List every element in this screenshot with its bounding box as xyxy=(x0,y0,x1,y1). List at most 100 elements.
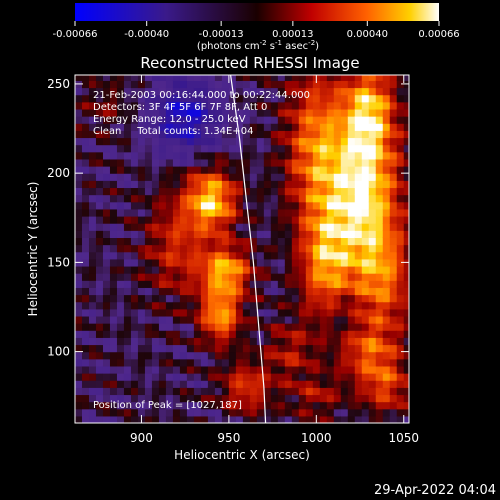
heatmap-cell xyxy=(179,116,188,124)
heatmap-cell xyxy=(263,75,272,81)
heatmap-cell xyxy=(284,301,293,310)
heatmap-cell xyxy=(88,230,97,238)
x-tick-label: 1000 xyxy=(301,431,332,445)
heatmap-cell xyxy=(340,344,349,353)
heatmap-cell xyxy=(305,344,314,353)
heatmap-cell xyxy=(144,301,153,310)
heatmap-cell xyxy=(144,308,153,317)
heatmap-cell xyxy=(158,308,167,317)
heatmap-cell xyxy=(88,323,97,331)
heatmap-cell xyxy=(116,401,125,410)
heatmap-cell xyxy=(368,208,377,217)
heatmap-cell xyxy=(368,358,377,367)
heatmap-cell xyxy=(284,401,293,410)
heatmap-cell xyxy=(333,344,342,353)
heatmap-cell xyxy=(298,380,307,388)
heatmap-cell xyxy=(137,265,146,274)
plot-frame xyxy=(74,74,410,424)
heatmap-cell xyxy=(88,158,97,167)
heatmap-cell xyxy=(396,237,405,246)
heatmap-cell xyxy=(81,323,90,331)
heatmap-cell xyxy=(179,365,188,374)
heatmap-cell xyxy=(137,244,146,253)
heatmap-cell xyxy=(109,258,118,267)
heatmap-cell xyxy=(277,101,286,110)
heatmap-cell xyxy=(165,87,174,96)
heatmap-cell xyxy=(116,201,125,210)
heatmap-cell xyxy=(151,101,160,110)
heatmap-cell xyxy=(186,365,195,374)
heatmap-cell xyxy=(123,201,132,210)
heatmap-cell xyxy=(186,265,195,274)
heatmap-cell xyxy=(165,130,174,139)
heatmap-cell xyxy=(354,351,363,360)
heatmap-cell xyxy=(312,144,321,153)
heatmap-cell xyxy=(130,337,139,346)
heatmap-cell xyxy=(95,373,104,381)
heatmap-cell xyxy=(298,244,307,253)
heatmap-cell xyxy=(270,101,279,110)
heatmap-cell xyxy=(172,237,181,246)
heatmap-cell xyxy=(333,237,342,246)
heatmap-cell xyxy=(95,273,104,281)
heatmap-cell xyxy=(75,344,83,353)
heatmap-cell xyxy=(354,330,363,338)
heatmap-cell xyxy=(284,358,293,367)
heatmap-cell xyxy=(165,94,174,103)
heatmap-cell xyxy=(165,301,174,310)
heatmap-cell xyxy=(130,294,139,303)
heatmap-cell xyxy=(312,308,321,317)
heatmap-cell xyxy=(88,380,97,388)
heatmap-cell xyxy=(403,308,409,317)
heatmap-cell xyxy=(221,301,230,310)
heatmap-cell xyxy=(95,251,104,260)
heatmap-cell xyxy=(270,373,279,381)
heatmap-cell xyxy=(242,344,251,353)
heatmap-cell xyxy=(75,87,83,96)
heatmap-cell xyxy=(305,158,314,167)
heatmap-cell xyxy=(319,258,328,267)
heatmap-cell xyxy=(347,308,356,317)
y-tick-label: 150 xyxy=(47,255,70,269)
heatmap-cell xyxy=(333,101,342,110)
heatmap-cell xyxy=(81,80,90,89)
heatmap-cell xyxy=(221,280,230,288)
heatmap-cell xyxy=(214,373,223,381)
heatmap-cell xyxy=(326,273,335,281)
heatmap-cell xyxy=(228,208,237,217)
heatmap-cell xyxy=(249,194,258,203)
heatmap-cell xyxy=(144,144,153,153)
heatmap-cell xyxy=(235,401,244,410)
heatmap-cell xyxy=(144,380,153,388)
heatmap-cell xyxy=(389,358,398,367)
heatmap-cell xyxy=(319,108,328,117)
heatmap-cell xyxy=(200,344,209,353)
heatmap-cell xyxy=(116,294,125,303)
heatmap-cell xyxy=(95,201,104,210)
heatmap-cell xyxy=(333,130,342,139)
heatmap-cell xyxy=(375,101,384,110)
heatmap-cell xyxy=(375,137,384,146)
heatmap-cell xyxy=(263,80,272,89)
heatmap-cell xyxy=(382,308,391,317)
heatmap-cell xyxy=(228,287,237,296)
heatmap-cell xyxy=(193,273,202,281)
heatmap-cell xyxy=(207,394,216,403)
heatmap-cell xyxy=(361,408,370,417)
heatmap-cell xyxy=(144,166,153,174)
heatmap-cell xyxy=(130,330,139,338)
heatmap-cell xyxy=(228,201,237,210)
heatmap-cell xyxy=(347,116,356,124)
heatmap-cell xyxy=(263,187,272,196)
heatmap-cell xyxy=(75,158,83,167)
heatmap-cell xyxy=(389,308,398,317)
heatmap-cell xyxy=(270,215,279,224)
heatmap-cell xyxy=(144,94,153,103)
heatmap-cell xyxy=(109,101,118,110)
heatmap-cell xyxy=(165,273,174,281)
heatmap-cell xyxy=(81,365,90,374)
heatmap-cell xyxy=(95,180,104,189)
heatmap-cell xyxy=(340,80,349,89)
heatmap-cell xyxy=(235,244,244,253)
heatmap-cell xyxy=(361,230,370,238)
